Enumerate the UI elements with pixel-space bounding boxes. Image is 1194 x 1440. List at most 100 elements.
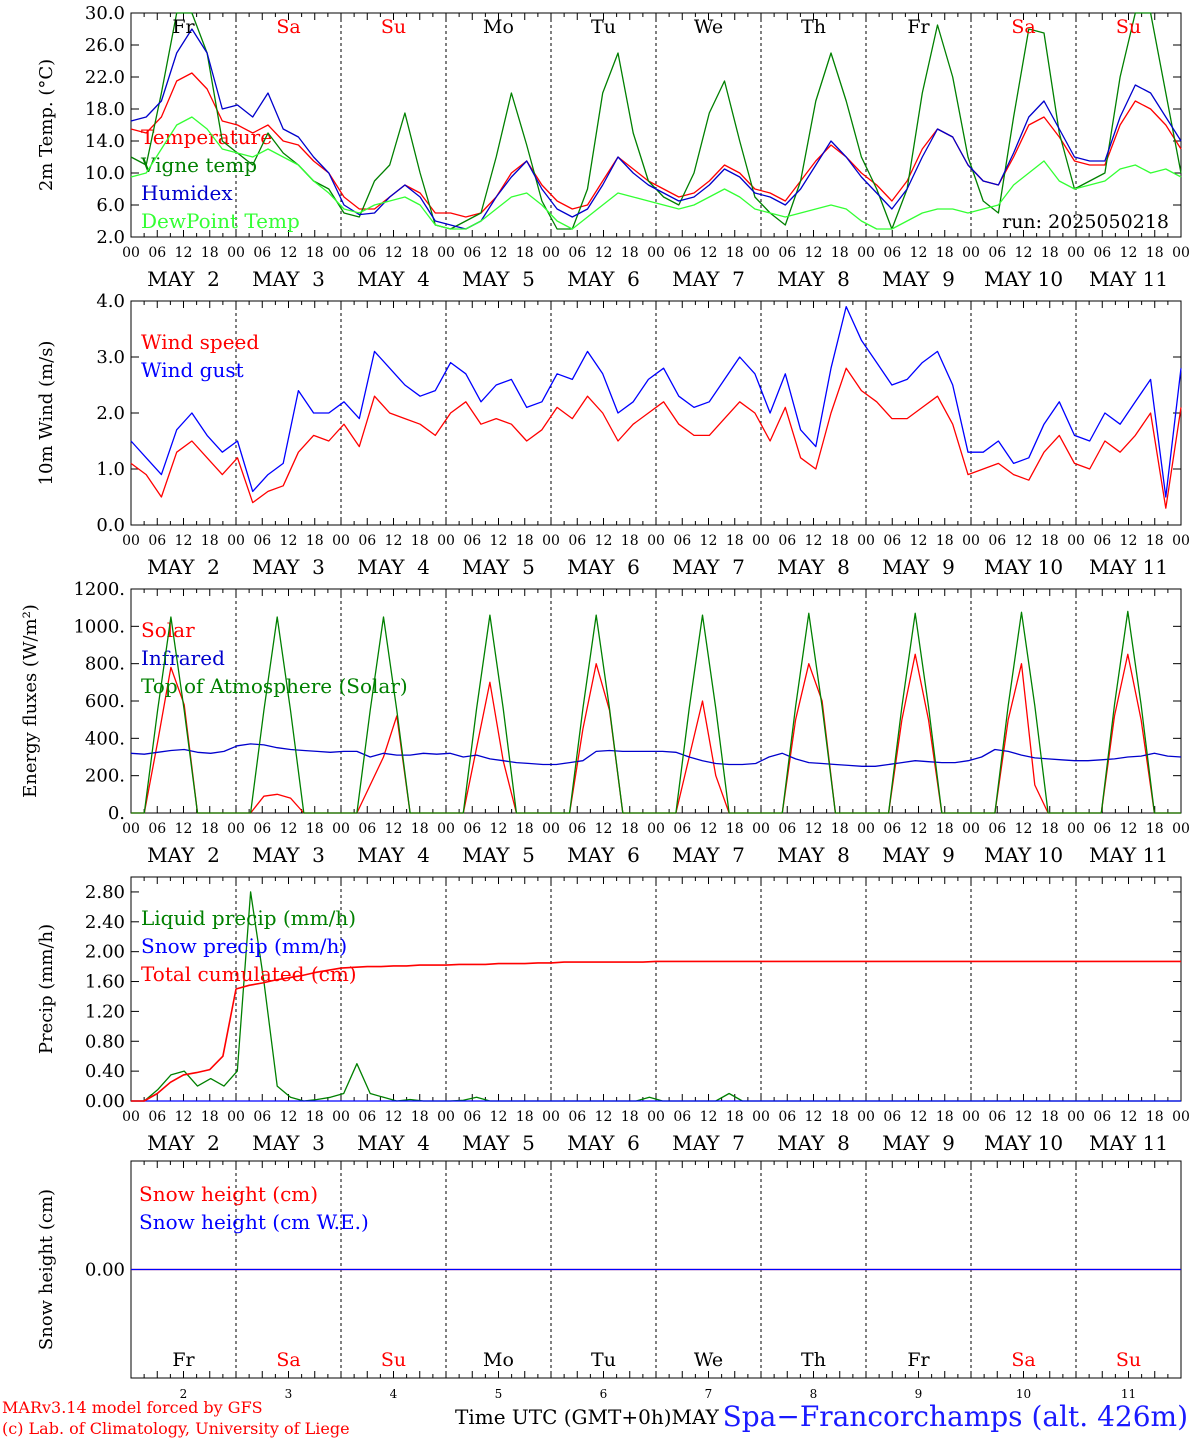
hour-label: 12 [1120, 821, 1138, 837]
y-tick-label: 26.0 [85, 35, 125, 56]
hour-label: 06 [253, 245, 271, 261]
day-name: Sa [276, 16, 300, 38]
hour-label: 06 [778, 245, 796, 261]
hour-label: 00 [227, 1109, 245, 1125]
y-tick-label: 0.40 [85, 1061, 125, 1082]
hour-label: 18 [726, 821, 744, 837]
hour-label: 18 [1146, 533, 1164, 549]
hour-label: 12 [595, 1109, 613, 1125]
hour-label: 06 [358, 1109, 376, 1125]
hour-label: 12 [805, 245, 823, 261]
date-label: MAY 2 [147, 1131, 220, 1155]
hour-label: 12 [1015, 245, 1033, 261]
hour-label: 18 [1041, 821, 1059, 837]
hour-label: 00 [962, 1109, 980, 1125]
hour-label: 12 [1015, 1109, 1033, 1125]
hour-label: 06 [253, 533, 271, 549]
hour-label: 18 [411, 245, 429, 261]
hour-label: 06 [463, 1109, 481, 1125]
panel-5: 0.00 Snow height (cm) Snow height (cm) Snow… [36, 1160, 1182, 1401]
y-tick-label: 14.0 [85, 131, 125, 152]
series-line-2 [130, 28, 1182, 230]
hour-label: 18 [831, 821, 849, 837]
hour-label: 00 [1172, 1109, 1190, 1125]
series-line-3 [130, 116, 1182, 230]
y-tick-label: 2.0 [96, 227, 125, 248]
hour-label: 00 [857, 245, 875, 261]
lab-credit: (c) Lab. of Climatology, University of L… [2, 1419, 350, 1438]
date-label: MAY 4 [357, 267, 430, 291]
panel-1: 2.0 6.0 10.0 14.0 18.0 22.0 26.0 30.0 2m Temp. (… [36, 3, 1190, 291]
series-line-2 [131, 610, 1181, 814]
hour-label: 12 [1120, 1109, 1138, 1125]
date-label: MAY 11 [1089, 555, 1168, 579]
date-label: MAY 5 [462, 1131, 535, 1155]
hour-label: 06 [1093, 1109, 1111, 1125]
y-axis-title: Snow height (cm) [36, 1189, 57, 1350]
date-label: MAY 5 [462, 555, 535, 579]
hour-label: 12 [910, 245, 928, 261]
day-name: Fr [172, 16, 195, 38]
hour-label: 12 [595, 245, 613, 261]
date-label: MAY 6 [567, 267, 640, 291]
hour-label: 18 [1146, 1109, 1164, 1125]
hour-label: 06 [1093, 245, 1111, 261]
date-label: MAY 11 [1089, 267, 1168, 291]
hour-label: 18 [726, 1109, 744, 1125]
hour-label: 12 [490, 821, 508, 837]
series-line-1 [130, 743, 1182, 767]
legend-entry: Snow height (cm) [139, 1182, 318, 1206]
legend-entry: Wind speed [141, 330, 259, 354]
y-tick-label: 2.00 [85, 942, 125, 963]
day-number: 3 [285, 1387, 293, 1401]
y-tick-label: 22.0 [85, 67, 125, 88]
hour-label: 12 [280, 533, 298, 549]
hour-label: 00 [227, 821, 245, 837]
day-number: 6 [600, 1387, 608, 1401]
hour-label: 00 [437, 533, 455, 549]
hour-label: 12 [490, 1109, 508, 1125]
hour-label: 06 [673, 1109, 691, 1125]
day-name: Sa [1011, 1349, 1035, 1371]
hour-label: 12 [595, 533, 613, 549]
hour-label: 12 [490, 245, 508, 261]
hour-label: 06 [1093, 533, 1111, 549]
hour-label: 06 [253, 1109, 271, 1125]
y-tick-label: 10.0 [85, 163, 125, 184]
date-label: MAY 5 [462, 843, 535, 867]
hour-label: 18 [516, 245, 534, 261]
hour-label: 00 [542, 533, 560, 549]
hour-label: 06 [148, 821, 166, 837]
day-name: Tu [591, 16, 616, 38]
hour-label: 00 [122, 821, 140, 837]
y-tick-label: 1000. [73, 616, 125, 637]
date-label: MAY 3 [252, 555, 325, 579]
hour-label: 06 [673, 245, 691, 261]
hour-label: 00 [227, 245, 245, 261]
run-annotation: run: 2025050218 [1002, 211, 1169, 233]
hour-label: 18 [936, 1109, 954, 1125]
hour-label: 18 [411, 821, 429, 837]
hour-label: 00 [857, 821, 875, 837]
hour-label: 00 [122, 1109, 140, 1125]
day-name: Fr [172, 1349, 195, 1371]
hour-label: 12 [385, 821, 403, 837]
day-name: We [694, 16, 723, 38]
hour-label: 00 [962, 245, 980, 261]
hour-label: 18 [831, 533, 849, 549]
day-name: Mo [483, 16, 514, 38]
hour-label: 18 [621, 533, 639, 549]
hour-label: 12 [175, 533, 193, 549]
hour-label: 12 [1015, 821, 1033, 837]
y-tick-label: 2.0 [96, 403, 125, 424]
legend-entry: Wind gust [141, 358, 244, 382]
date-label: MAY 6 [567, 843, 640, 867]
hour-label: 12 [280, 245, 298, 261]
hour-label: 18 [306, 1109, 324, 1125]
y-tick-label: 0.00 [85, 1091, 125, 1112]
hour-label: 18 [1146, 245, 1164, 261]
hour-label: 12 [700, 1109, 718, 1125]
hour-label: 00 [122, 533, 140, 549]
hour-label: 06 [883, 1109, 901, 1125]
